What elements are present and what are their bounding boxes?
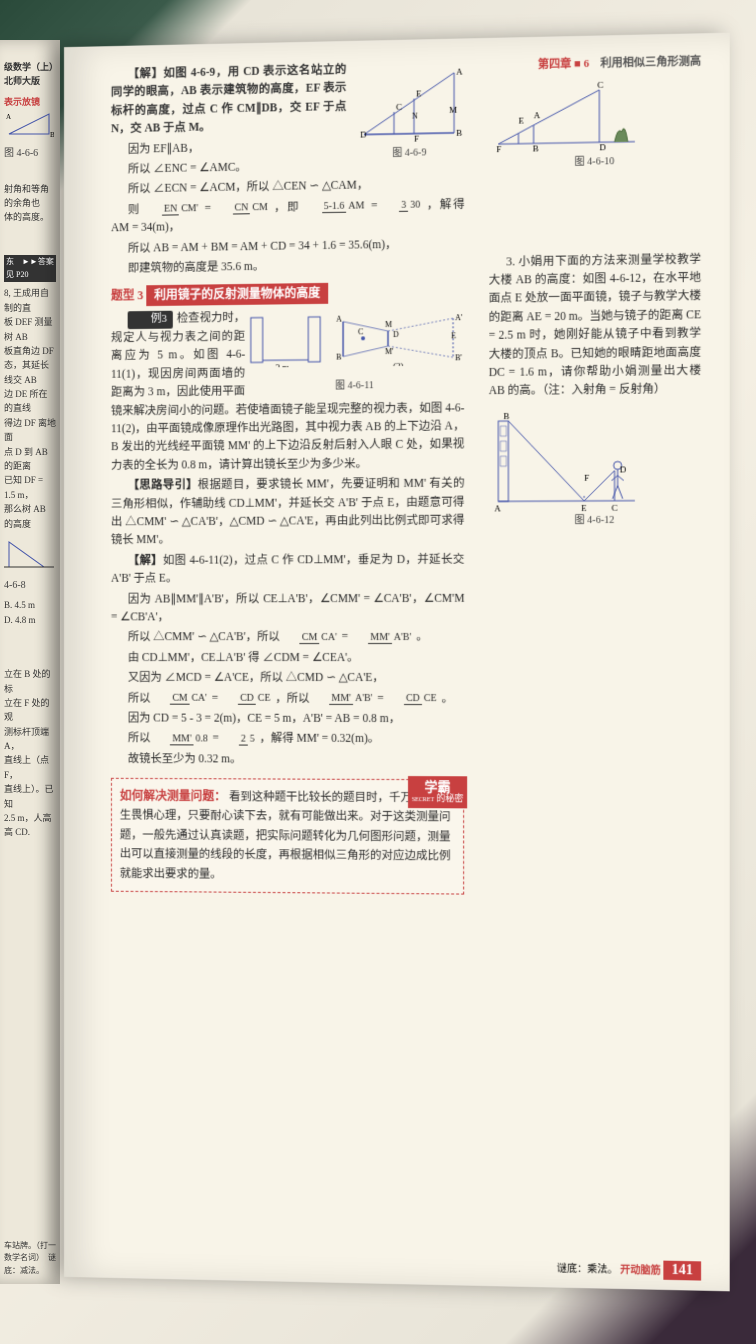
svg-text:A: A — [495, 503, 502, 511]
svg-text:B: B — [337, 353, 342, 362]
figure-4-6-9: A B D F C E M N 图 4-6-9 — [354, 63, 464, 163]
footer-riddle: 谜底：乘法。 — [557, 1263, 618, 1275]
fig-4-6-11-1: 3 m (1) — [246, 312, 325, 368]
svg-text:B': B' — [455, 354, 462, 363]
sliver-problem-text: 8, 王成用自制的直 板 DEF 测量树 AB 板直角边 DF 态，其延长线交 … — [4, 286, 56, 531]
problem-3: 3. 小娟用下面的方法来测量学校教学大楼 AB 的高度：如图 4-6-12，在水… — [489, 249, 701, 401]
sol3-l7: 因为 CD = 5 - 3 = 2(m)，CE = 5 m，A'B' = AB … — [111, 709, 465, 728]
secret-text: 看到这种题干比较长的题目时，千万不要产生畏惧心理，只要耐心读下去，就有可能做出来… — [120, 791, 451, 880]
svg-text:A: A — [534, 110, 541, 120]
solution-intro: 【解】如图 4-6-9，用 CD 表示这名站立的同学的眼高，AB 表示建筑物的高… — [111, 64, 347, 135]
secret-title: 如何解决测量问题： — [120, 789, 226, 803]
sliver-fig1-caption: 图 4-6-6 — [4, 146, 56, 162]
sliver-choice-b: B. 4.5 m — [4, 598, 56, 612]
fig-4-6-11-2: A B M M' A' B' C D E (2) — [334, 311, 464, 367]
sol3-l9: 故镜长至少为 0.32 m。 — [111, 750, 465, 770]
sol3-l2: 因为 AB∥MM'∥A'B'，所以 CE⊥A'B'，∠CMM' = ∠CA'B'… — [111, 589, 465, 626]
svg-text:D: D — [393, 330, 399, 339]
figure-4-6-12: A B E C D F 图 4-6-12 — [489, 409, 701, 529]
sliver-header: 级数学（上） 北师大版 — [4, 60, 56, 89]
svg-text:B: B — [504, 411, 510, 421]
svg-text:M': M' — [385, 347, 394, 356]
svg-text:E: E — [451, 332, 456, 341]
svg-text:D: D — [360, 129, 367, 139]
svg-text:B: B — [50, 131, 54, 139]
svg-text:B: B — [456, 128, 462, 138]
sliver-problem2: 立在 B 处的标 立在 F 处的观 测标杆顶端 A， 直线上（点 F， 直线上）… — [4, 667, 56, 840]
svg-text:A': A' — [455, 314, 463, 323]
svg-text:M: M — [385, 320, 392, 329]
svg-text:E: E — [519, 115, 525, 125]
fig-4-6-12-caption: 图 4-6-12 — [489, 512, 701, 529]
svg-text:E: E — [416, 88, 422, 98]
sliver-figure-1: AB — [4, 109, 54, 139]
sol1-l5: 所以 AB = AM + BM = AM + CD = 34 + 1.6 = 3… — [111, 234, 465, 257]
svg-text:F: F — [585, 472, 590, 482]
svg-text:M: M — [449, 105, 457, 115]
svg-text:A: A — [456, 66, 463, 76]
svg-text:3 m: 3 m — [276, 363, 290, 368]
svg-text:E: E — [581, 503, 587, 512]
fig-4-6-11-caption: 图 4-6-11 — [335, 379, 374, 395]
sol3-l4: 由 CD⊥MM'，CE⊥A'B' 得 ∠CDM = ∠CEA'。 — [111, 649, 465, 667]
side-column: 第四章 ■ 6 利用相似三角形测高 C E F B D A 图 4-6-10 3… — [481, 54, 702, 1271]
sliver-text: 射角和等角的余角也 体的高度。 — [4, 182, 56, 225]
sliver-fig2-caption: 4-6-8 — [4, 578, 56, 594]
sol3-l1: 如图 4-6-11(2)，过点 C 作 CD⊥MM'，垂足为 D，并延长交 A'… — [111, 553, 465, 584]
section-3-number: 题型 3 — [111, 289, 143, 303]
book-page: A B D F C E M N 图 4-6-9 【解】如图 4-6-9，用 CD… — [64, 33, 730, 1292]
svg-text:(2): (2) — [393, 361, 404, 367]
svg-text:F: F — [497, 144, 502, 154]
problem-3-number: 3. — [506, 254, 515, 268]
problem-3-text: 小娟用下面的方法来测量学校教学大楼 AB 的高度：如图 4-6-12，在水平地面… — [489, 253, 701, 397]
svg-text:D: D — [600, 142, 607, 152]
svg-text:C: C — [396, 102, 402, 112]
example-3-label: 例3 — [128, 311, 173, 329]
sliver-title: 表示放镜 — [4, 95, 56, 109]
fig-4-6-9-caption: 图 4-6-9 — [354, 145, 464, 163]
figure-4-6-10: C E F B D A 图 4-6-10 — [489, 79, 701, 172]
main-column: A B D F C E M N 图 4-6-9 【解】如图 4-6-9，用 CD… — [111, 58, 465, 1265]
secret-badge: 学霸 SECRET 的秘密 — [408, 776, 468, 809]
sliver-problems-header: 东 ►►答案见 P20 — [4, 255, 56, 283]
sol3-l3: 所以 △CMM' ∽ △CA'B'，所以 CMCA' = MM'A'B' 。 — [111, 628, 465, 647]
figure-4-6-11: 3 m (1) A B M M' A' B' C D — [245, 311, 464, 396]
sol-label: 【解】 — [128, 555, 163, 567]
sol1-l4: 则 ENCM' = CNCM ，即 5-1.6AM = 330 ，解得 AM =… — [111, 196, 465, 238]
sol1-conclude: 即建筑物的高度是 35.6 m。 — [111, 255, 465, 278]
section-3-header: 题型 3 利用镜子的反射测量物体的高度 — [111, 275, 465, 311]
svg-text:C: C — [598, 81, 604, 90]
svg-text:N: N — [412, 111, 418, 120]
svg-text:B: B — [533, 143, 539, 153]
sol3-l8: 所以 MM'0.8 = 25 ，解得 MM' = 0.32(m)。 — [111, 730, 465, 749]
sliver-choice-d: D. 4.8 m — [4, 613, 56, 627]
sliver-footer: 车站牌。（打一数学名词） 谜底：减法。 — [4, 1240, 60, 1278]
fig-4-6-10-caption: 图 4-6-10 — [489, 152, 701, 172]
footer-brain-label: 开动脑筋 — [620, 1264, 661, 1276]
sol3-l6: 所以 CMCA' = CDCE ，所以 MM'A'B' = CDCE 。 — [111, 689, 465, 708]
svg-text:D: D — [620, 464, 627, 474]
svg-text:F: F — [414, 133, 419, 143]
secret-tip-box: 学霸 SECRET 的秘密 如何解决测量问题： 看到这种题干比较长的题目时，千万… — [111, 778, 465, 895]
page-number: 141 — [663, 1260, 701, 1280]
hint-label: 【思路导引】 — [128, 479, 198, 491]
sol3-l5: 又因为 ∠MCD = ∠A'CE，所以 △CMD ∽ △CA'E， — [111, 669, 465, 688]
section-3-title: 利用镜子的反射测量物体的高度 — [146, 283, 328, 306]
svg-text:C: C — [358, 328, 363, 337]
svg-text:A: A — [6, 113, 11, 121]
chapter-tag: 第四章 ■ 6 利用相似三角形测高 — [489, 54, 701, 76]
sliver-figure-2 — [4, 537, 54, 572]
svg-text:A: A — [337, 315, 343, 324]
svg-text:C: C — [612, 502, 618, 511]
previous-page-sliver: 级数学（上） 北师大版 表示放镜 AB 图 4-6-6 射角和等角的余角也 体的… — [0, 40, 60, 1284]
